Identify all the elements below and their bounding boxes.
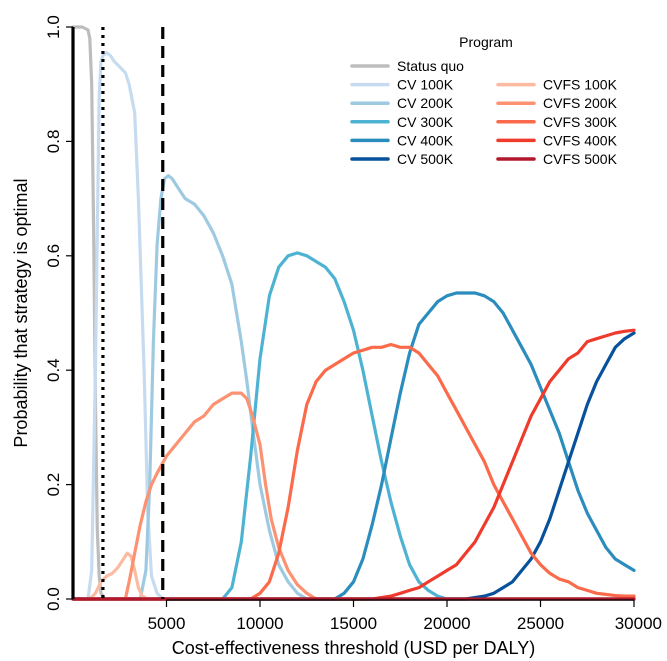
series-line-cvfs-100k xyxy=(71,551,636,601)
legend-label-cv-200k: CV 200K xyxy=(397,95,454,111)
x-tick-label: 25000 xyxy=(517,614,564,633)
legend-label-cv-400k: CV 400K xyxy=(397,132,454,148)
legend-label-status-quo: Status quo xyxy=(397,58,464,74)
y-tick-label: 1.0 xyxy=(44,15,63,39)
legend-label-cvfs-200k: CVFS 200K xyxy=(543,95,618,111)
series-line-cv-300k xyxy=(71,251,636,601)
legend: Program Status quo CV 100K CVFS 100K CV 200K… xyxy=(350,34,618,167)
y-tick-label: 0.2 xyxy=(44,473,63,497)
legend-label-cv-100k: CV 100K xyxy=(397,77,454,93)
legend-label-cv-500k: CV 500K xyxy=(397,151,454,167)
series-line-cvfs-400k xyxy=(71,328,636,601)
x-tick-label: 30000 xyxy=(615,614,662,633)
y-tick-label: 0.4 xyxy=(44,358,63,382)
y-tick-label: 0.0 xyxy=(44,587,63,611)
series-line-cv-500k xyxy=(71,331,636,601)
series-line-status-quo xyxy=(71,25,636,601)
legend-label-cvfs-400k: CVFS 400K xyxy=(543,132,618,148)
x-tick-label: 5000 xyxy=(148,614,186,633)
legend-label-cvfs-500k: CVFS 500K xyxy=(543,151,618,167)
legend-label-cvfs-300k: CVFS 300K xyxy=(543,114,618,130)
y-tick-label: 0.6 xyxy=(44,244,63,268)
series-line-cv-200k xyxy=(71,174,636,601)
series-layer xyxy=(71,25,636,601)
legend-label-cv-300k: CV 300K xyxy=(397,114,454,130)
x-tick-label: 10000 xyxy=(236,614,283,633)
series-line-cv-100k xyxy=(71,51,636,601)
x-tick-label: 20000 xyxy=(423,614,470,633)
series-line-cvfs-300k xyxy=(71,342,636,601)
series-line-cv-400k xyxy=(71,291,636,601)
series-line-cvfs-200k xyxy=(71,391,636,601)
x-tick-label: 15000 xyxy=(330,614,377,633)
axes-layer: 0.0 0.2 0.4 0.6 0.8 1.0 5000 10000 15000 20000 250… xyxy=(11,15,662,658)
x-axis-label: Cost-effectiveness threshold (USD per DA… xyxy=(172,638,535,658)
y-tick-label: 0.8 xyxy=(44,130,63,154)
y-axis-label: Probability that strategy is optimal xyxy=(11,178,31,447)
legend-label-cvfs-100k: CVFS 100K xyxy=(543,77,618,93)
legend-title: Program xyxy=(459,34,513,50)
